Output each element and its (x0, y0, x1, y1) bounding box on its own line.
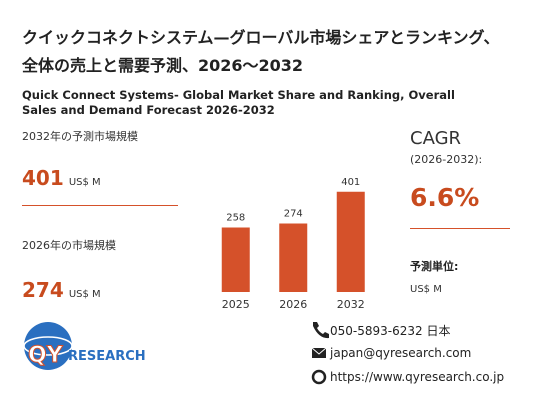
icons: QY RESEARCH (23, 322, 329, 385)
value-label: 274 (284, 209, 303, 220)
stat-value: 401 (22, 166, 64, 190)
mail-flap (311, 347, 327, 355)
cagr-period: (2026-2032): (410, 153, 483, 166)
stat: 401 US$ M (22, 166, 101, 190)
logo-suffix: RESEARCH (68, 349, 146, 364)
unit-label: 予測単位: (410, 260, 459, 273)
url: https://www.qyresearch.co.jp (330, 370, 505, 384)
unit-value: US$ M (410, 284, 442, 295)
value-label: 258 (226, 213, 245, 224)
title-ja: クイックコネクトシステム—グローバル市場シェアとランキング、全体の売上と需要予測… (22, 28, 500, 75)
stat-unit: US$ M (68, 289, 101, 300)
phone: 050-5893-6232 日本 (330, 324, 451, 338)
logo-ring (23, 336, 73, 356)
email: japan@qyresearch.com (330, 346, 472, 360)
x-tick-label: 2026 (279, 298, 307, 311)
bar (336, 191, 365, 292)
phone-icon (313, 322, 329, 339)
x-tick-label: 2032 (337, 298, 365, 311)
stat-value: 274 (22, 278, 64, 302)
stat-label: 2032年の予測市場規模 (22, 130, 138, 143)
logo-prefix: QY (28, 343, 64, 368)
divider (22, 205, 178, 206)
mail-icon (312, 348, 326, 358)
bar (279, 223, 308, 292)
title-en: Quick Connect Systems- Global Market Sha… (22, 88, 455, 117)
stat-unit: US$ M (68, 177, 101, 188)
stat-label: 2026年の市場規模 (22, 239, 116, 252)
web-icon (311, 369, 327, 385)
logo-globe (24, 322, 72, 370)
cagr-label: CAGR (410, 128, 462, 149)
divider (410, 228, 510, 229)
x-tick-label: 2025 (222, 298, 250, 311)
cagr-value: 6.6% (410, 183, 480, 212)
stat: 274 US$ M (22, 278, 101, 302)
value-label: 401 (341, 177, 360, 188)
bar (221, 227, 250, 292)
